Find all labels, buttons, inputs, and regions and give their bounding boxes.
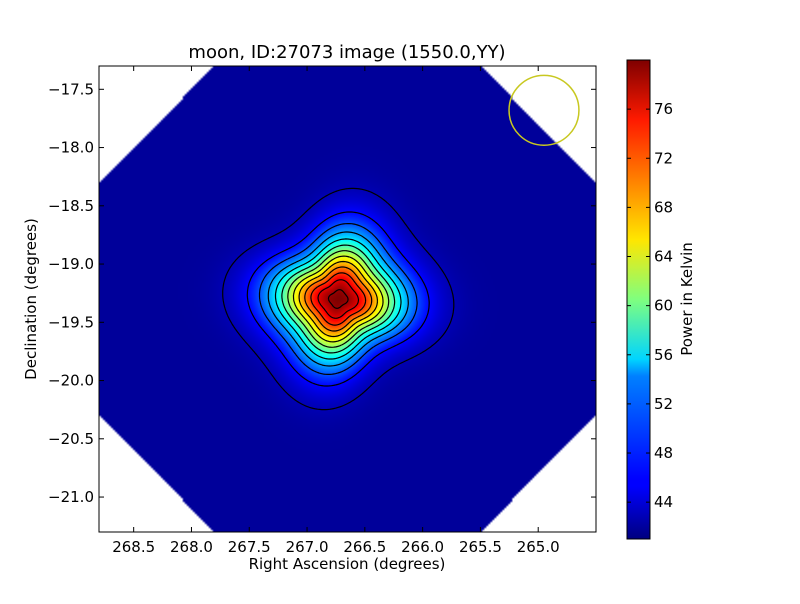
contour-level	[222, 187, 455, 411]
chart-title: moon, ID:27073 image (1550.0,YY)	[188, 42, 505, 63]
y-tick-label: −20.0	[48, 372, 94, 390]
beam-circle	[508, 74, 580, 146]
x-axis-title: Right Ascension (degrees)	[249, 555, 446, 573]
y-tick-label: −20.5	[48, 430, 94, 448]
contour-level	[246, 211, 430, 387]
colorbar-tick-label: 72	[654, 149, 673, 167]
contour-level	[327, 289, 349, 309]
x-tick-label: 266.5	[343, 538, 386, 556]
colorbar-tick-label: 44	[654, 493, 673, 511]
colorbar-tick-label: 56	[654, 346, 673, 364]
x-tick-label: 265.0	[517, 538, 560, 556]
x-axis: 268.5 268.0 267.5 267.0 266.5 266.0 265.5 265.0	[112, 66, 560, 556]
x-tick-label: 265.5	[459, 538, 502, 556]
contour-level	[304, 266, 373, 332]
colorbar-tick-label: 64	[654, 248, 673, 266]
contour-level	[274, 238, 402, 360]
contour-level	[292, 255, 384, 343]
y-tick-label: −17.5	[48, 80, 94, 98]
y-tick-label: −19.5	[48, 313, 94, 331]
y-tick-label: −18.0	[48, 139, 94, 157]
x-tick-label: 267.5	[228, 538, 271, 556]
y-axis-title: Declination (degrees)	[22, 218, 40, 380]
colorbar-tick-label: 68	[654, 198, 673, 216]
contour-level	[310, 272, 367, 326]
colorbar-tick-label: 60	[654, 297, 673, 315]
y-axis: −17.5 −18.0 −18.5 −19.0 −19.5 −20.0 −20.5 −21.0	[48, 80, 596, 506]
colorbar	[626, 59, 651, 540]
x-tick-label: 268.5	[112, 538, 155, 556]
contour-level	[287, 250, 390, 348]
x-tick-label: 268.0	[170, 538, 213, 556]
plot-frame	[98, 65, 597, 533]
y-tick-label: −21.0	[48, 488, 94, 506]
x-tick-label: 266.0	[401, 538, 444, 556]
colorbar-tick-label: 76	[654, 100, 673, 118]
contour-level	[258, 223, 418, 375]
contour-level	[317, 279, 359, 319]
plot-area	[99, 66, 596, 532]
x-tick-label: 267.0	[286, 538, 329, 556]
contour-level	[298, 260, 379, 338]
colorbar-tick-label: 48	[654, 444, 673, 462]
colorbar-axis: 44 48 52 56 60 64 68 72 76	[627, 100, 673, 511]
contour-lines	[222, 187, 455, 411]
contour-level	[267, 231, 409, 367]
y-tick-label: −19.0	[48, 255, 94, 273]
contour-level	[281, 244, 396, 354]
y-tick-label: −18.5	[48, 197, 94, 215]
colorbar-label: Power in Kelvin	[678, 242, 696, 356]
colorbar-tick-label: 52	[654, 395, 673, 413]
